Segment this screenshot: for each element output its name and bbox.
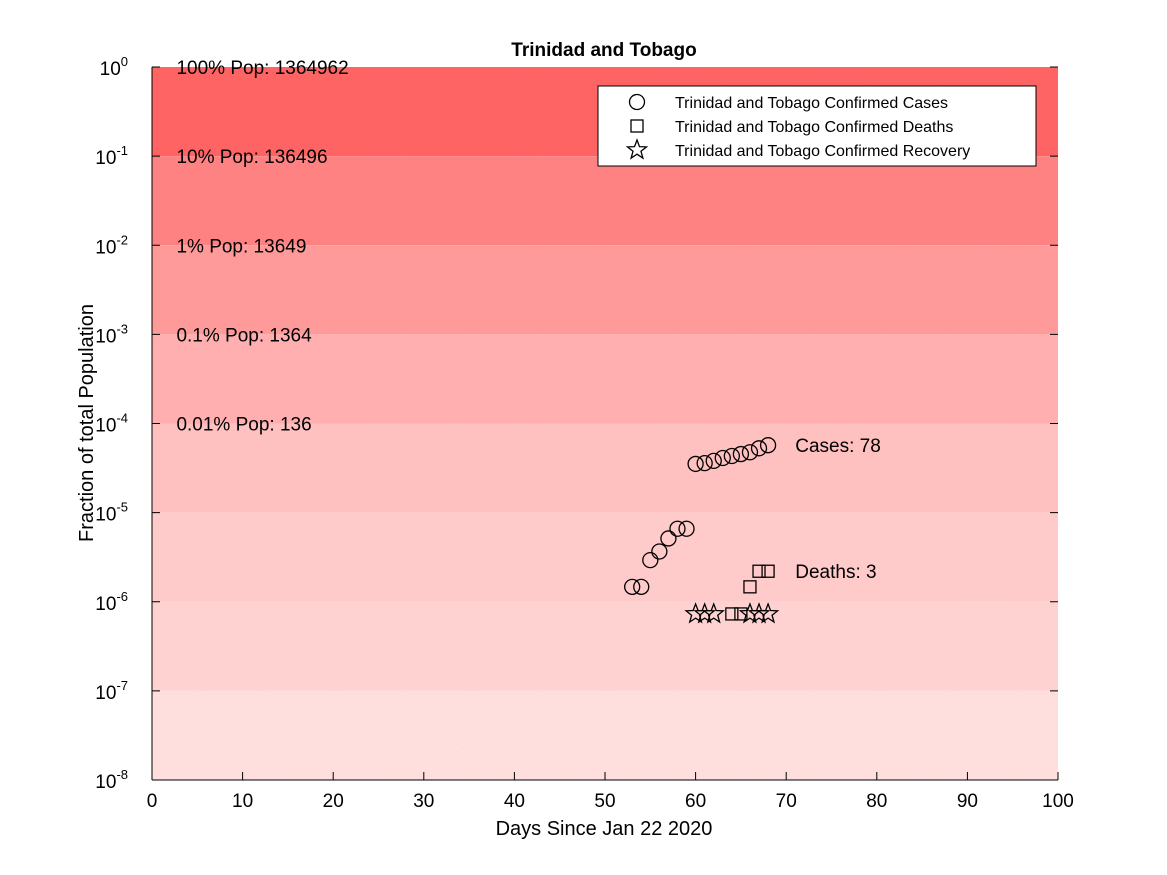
data-markers: [624, 437, 780, 624]
death-marker: [743, 580, 757, 594]
band-label: 100% Pop: 1364962: [176, 58, 348, 79]
case-marker: [732, 445, 750, 463]
x-tick-label: 40: [504, 791, 525, 812]
y-tick-label: 10-1: [95, 143, 128, 169]
band-label: 0.01% Pop: 136: [176, 415, 311, 436]
case-marker: [723, 447, 740, 465]
y-tick-label: 10-5: [95, 500, 128, 526]
band-label: 10% Pop: 136496: [176, 147, 327, 168]
death-marker: [725, 607, 739, 621]
legend-marker-square: [630, 119, 644, 133]
x-tick-label: 100: [1042, 791, 1074, 812]
case-marker: [741, 444, 759, 461]
case-marker: [687, 455, 704, 473]
legend-entry-recovery: Trinidad and Tobago Confirmed Recovery: [675, 143, 970, 160]
band-label: 1% Pop: 13649: [176, 236, 306, 257]
case-marker: [759, 437, 777, 454]
annotations: Cases: 78 Deaths: 3: [795, 436, 881, 583]
recovery-marker: [702, 602, 725, 624]
y-tick-exponent: -6: [116, 589, 128, 604]
case-marker: [660, 530, 677, 547]
legend-box: [597, 85, 1037, 167]
y-tick-exponent: -4: [116, 411, 128, 426]
x-tick-label: 0: [147, 791, 158, 812]
x-tick-label: 80: [866, 791, 887, 812]
annotation-label: Deaths: 3: [795, 562, 876, 583]
case-marker: [624, 578, 641, 595]
y-tick-exponent: -3: [116, 321, 128, 336]
x-tick-label: 50: [594, 791, 615, 812]
death-marker: [761, 564, 775, 578]
x-tick-label: 90: [957, 791, 978, 812]
legend-entry-cases: Trinidad and Tobago Confirmed Cases: [675, 95, 948, 112]
y-tick-exponent: 0: [121, 54, 128, 69]
case-marker: [714, 449, 731, 467]
x-tick-label: 70: [776, 791, 797, 812]
y-tick-label: 10-4: [95, 411, 128, 437]
case-marker: [705, 452, 722, 470]
y-tick-exponent: -2: [116, 232, 128, 247]
axes: 0 10 20 30 40 50 60 70 80 90 100 10-8 10-7 10-6 10-5 10…: [95, 54, 1074, 812]
band-labels: 100% Pop: 1364962 10% Pop: 136496 1% Pop: …: [176, 58, 348, 436]
dot-grid: [152, 67, 1058, 780]
case-marker: [633, 578, 650, 595]
x-axis-label: Days Since Jan 22 2020: [496, 818, 713, 840]
case-marker: [651, 543, 668, 560]
legend-marker-star: [625, 138, 649, 160]
case-marker: [642, 551, 659, 569]
y-tick-exponent: -8: [116, 767, 128, 782]
recovery-marker: [756, 602, 780, 624]
y-tick-label: 100: [100, 54, 128, 80]
x-tick-label: 30: [413, 791, 434, 812]
legend: Trinidad and Tobago Confirmed Cases Trin…: [597, 85, 1037, 167]
legend-markers: [625, 93, 649, 160]
annotation-label: Cases: 78: [795, 436, 881, 457]
x-tick-label: 60: [685, 791, 706, 812]
y-tick-label: 10-7: [95, 678, 128, 704]
y-axis-label: Fraction of total Population: [76, 304, 98, 542]
y-tick-label: 10-3: [95, 321, 128, 347]
case-marker: [750, 440, 768, 457]
y-tick-exponent: -7: [116, 678, 128, 693]
case-marker: [696, 455, 713, 472]
y-tick-exponent: -5: [116, 500, 128, 515]
x-tick-label: 10: [232, 791, 253, 812]
case-marker: [669, 520, 686, 537]
legend-marker-circle: [628, 93, 646, 111]
legend-entry-deaths: Trinidad and Tobago Confirmed Deaths: [675, 119, 953, 136]
x-tick-label: 20: [323, 791, 344, 812]
death-marker: [752, 564, 766, 578]
y-tick-exponent: -1: [116, 143, 128, 158]
case-marker: [678, 520, 695, 537]
y-tick-label: 10-8: [95, 767, 128, 793]
death-marker: [734, 607, 748, 621]
band-label: 0.1% Pop: 1364: [176, 325, 312, 346]
chart-title: Trinidad and Tobago: [511, 40, 696, 61]
y-tick-label: 10-6: [95, 589, 128, 615]
y-tick-label: 10-2: [95, 232, 128, 258]
